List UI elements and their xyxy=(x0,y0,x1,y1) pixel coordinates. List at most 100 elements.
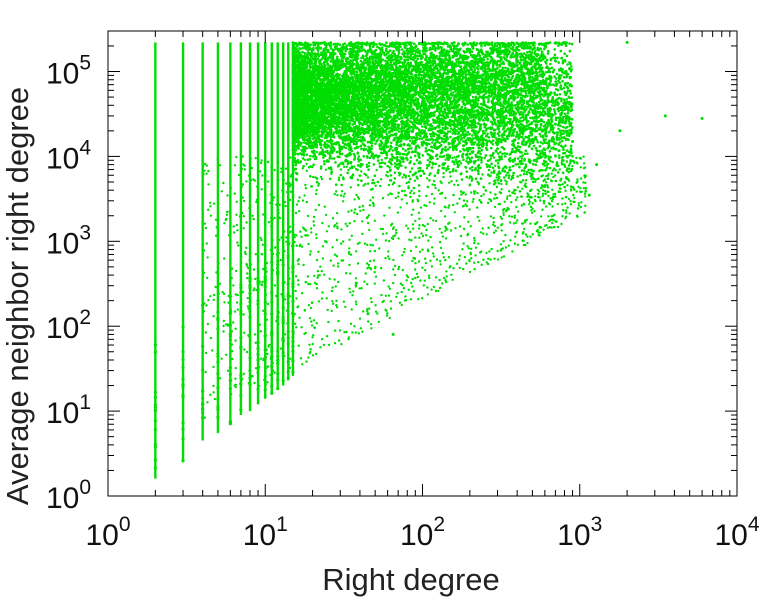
data-point xyxy=(552,83,555,86)
data-point xyxy=(441,126,445,130)
data-point xyxy=(566,81,570,85)
data-point xyxy=(435,116,439,119)
data-point xyxy=(563,151,567,155)
data-point xyxy=(553,93,557,96)
data-point xyxy=(305,153,309,156)
data-point xyxy=(483,156,487,160)
data-point xyxy=(534,163,538,167)
data-point xyxy=(514,107,517,110)
data-point xyxy=(473,68,477,72)
data-point xyxy=(437,168,440,172)
data-point xyxy=(359,144,363,148)
data-point xyxy=(458,140,461,144)
data-point xyxy=(510,101,513,104)
data-point xyxy=(557,61,560,64)
data-point xyxy=(474,177,478,180)
data-point xyxy=(426,185,430,189)
data-point xyxy=(555,72,559,76)
data-point xyxy=(359,136,362,139)
data-point xyxy=(553,75,556,78)
data-point xyxy=(424,138,428,141)
data-point xyxy=(412,186,416,190)
data-point xyxy=(397,191,400,195)
data-point xyxy=(363,144,367,148)
data-point xyxy=(544,160,548,164)
data-point xyxy=(432,121,436,124)
data-point xyxy=(522,202,526,206)
data-point xyxy=(384,130,387,133)
data-point xyxy=(427,138,430,141)
data-point xyxy=(399,139,403,142)
data-point xyxy=(481,118,485,122)
data-point xyxy=(524,149,527,152)
data-point xyxy=(383,162,387,165)
data-point xyxy=(569,144,573,148)
data-point xyxy=(534,94,538,98)
data-point xyxy=(356,157,360,161)
data-point xyxy=(445,41,449,45)
data-point xyxy=(568,42,571,45)
data-point xyxy=(570,149,573,153)
data-point xyxy=(501,169,504,172)
data-point xyxy=(482,185,486,189)
data-point xyxy=(559,49,563,53)
data-point xyxy=(490,41,494,44)
data-point xyxy=(549,62,552,66)
data-point xyxy=(522,172,526,176)
data-point xyxy=(340,152,344,156)
data-point xyxy=(430,137,434,141)
data-point xyxy=(370,144,374,147)
data-point xyxy=(335,150,339,154)
data-point xyxy=(412,117,415,120)
data-point xyxy=(420,137,424,140)
data-point xyxy=(357,125,361,128)
data-point xyxy=(503,133,506,137)
data-point xyxy=(355,137,358,141)
data-point xyxy=(393,171,397,175)
data-point xyxy=(367,161,371,165)
data-point xyxy=(399,127,403,130)
data-point xyxy=(291,164,295,168)
data-point xyxy=(450,105,454,109)
data-point xyxy=(497,124,501,128)
data-point xyxy=(299,152,302,155)
data-point xyxy=(561,171,565,175)
data-point xyxy=(555,93,559,97)
data-point xyxy=(538,132,542,136)
data-point xyxy=(323,162,326,166)
data-point xyxy=(489,146,493,150)
data-point xyxy=(309,174,312,178)
data-point xyxy=(434,132,437,136)
data-point xyxy=(364,66,368,70)
data-point xyxy=(428,160,432,164)
data-point xyxy=(412,124,416,128)
data-point xyxy=(448,171,452,174)
data-point xyxy=(569,92,572,95)
data-point xyxy=(391,149,395,152)
data-point xyxy=(562,115,565,119)
data-point xyxy=(488,165,492,168)
data-point xyxy=(571,154,574,158)
data-point xyxy=(525,100,529,103)
data-point xyxy=(446,130,450,133)
data-point xyxy=(568,49,572,53)
data-point xyxy=(465,170,469,173)
data-point xyxy=(397,130,401,133)
data-point xyxy=(471,169,474,172)
data-point xyxy=(373,174,377,177)
data-point xyxy=(566,72,570,76)
data-point xyxy=(569,129,573,132)
data-point xyxy=(567,150,571,154)
data-point xyxy=(376,159,380,162)
data-point xyxy=(423,172,426,175)
data-point xyxy=(303,51,307,55)
data-point xyxy=(441,150,444,154)
data-point xyxy=(412,139,415,143)
data-point xyxy=(358,139,362,142)
data-point xyxy=(548,150,552,153)
data-point xyxy=(554,116,558,119)
data-point xyxy=(443,107,447,111)
data-point xyxy=(516,175,519,178)
data-point xyxy=(560,56,564,60)
data-point xyxy=(563,112,567,116)
